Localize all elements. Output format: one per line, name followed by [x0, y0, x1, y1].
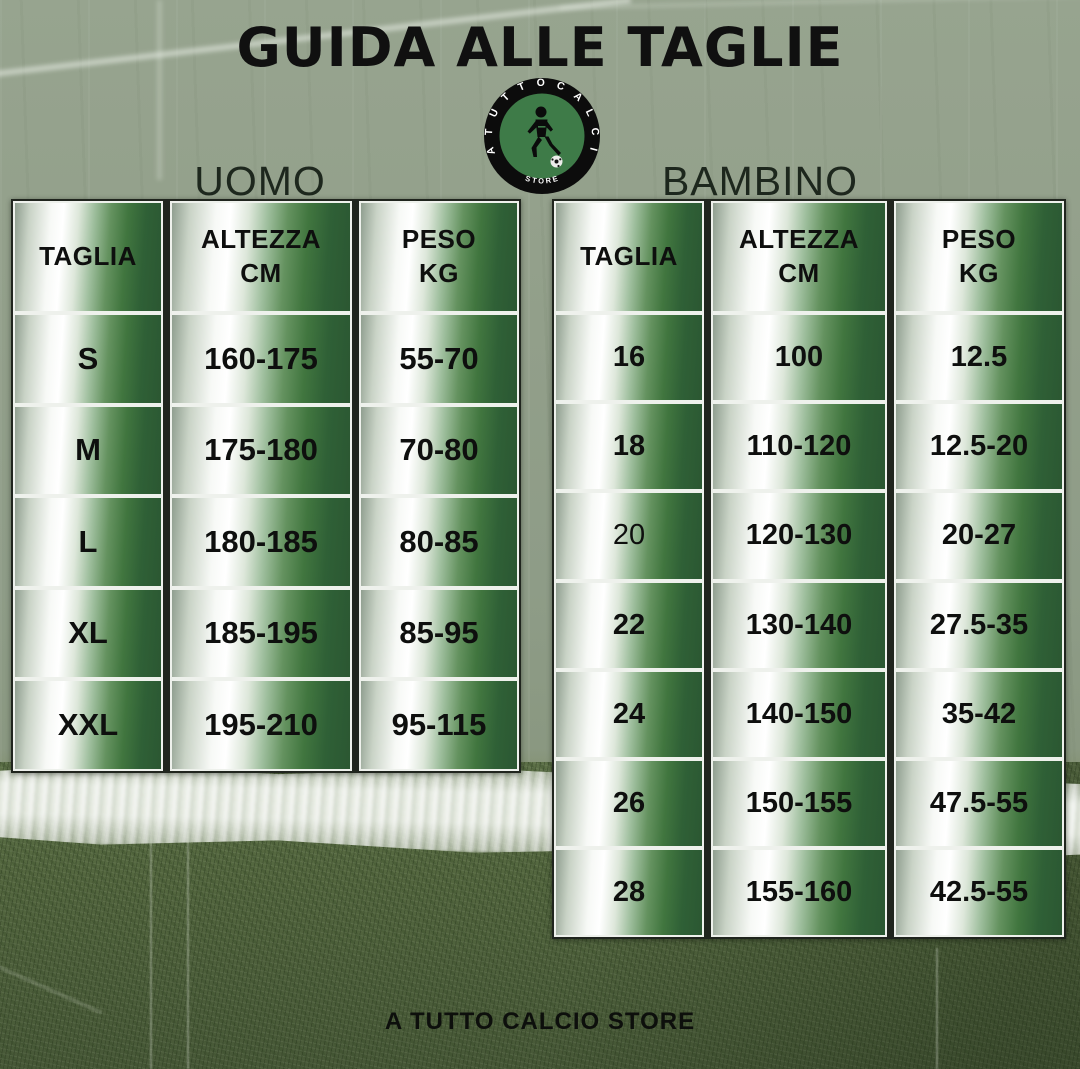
- header-cell: PESO KG: [894, 201, 1064, 313]
- section-label-bambino: BAMBINO: [661, 158, 859, 204]
- size-cell: 110-120: [711, 402, 887, 492]
- size-cell: 20: [554, 491, 704, 581]
- size-cell: 35-42: [894, 669, 1064, 759]
- size-cell: 26: [554, 758, 704, 849]
- size-table-uomo: TAGLIA S M L XL XXL ALTEZZA CM 160-175 175-180 180…: [11, 199, 521, 773]
- size-table-bambino: TAGLIA 16 18 20 22 24 26 28 ALTEZZA CM 100 110-120 1…: [552, 199, 1066, 940]
- size-cell: 22: [554, 580, 704, 670]
- size-cell: 12.5-20: [894, 402, 1064, 492]
- header-line: ALTEZZA: [201, 224, 321, 255]
- field-streak-vertical: [157, 0, 162, 180]
- size-cell: 18: [554, 402, 704, 492]
- size-cell: 195-210: [170, 679, 352, 771]
- size-cell: 180-185: [170, 496, 352, 588]
- header-line: KG: [959, 258, 999, 288]
- size-cell: 150-155: [711, 758, 887, 849]
- logo-store-text: STORE: [524, 174, 559, 186]
- table-column: TAGLIA S M L XL XXL: [13, 201, 163, 771]
- size-cell: 55-70: [359, 313, 519, 405]
- size-cell: 85-95: [359, 587, 519, 679]
- size-cell: XL: [13, 587, 163, 679]
- section-label-uomo: UOMO: [194, 158, 326, 204]
- header-line: KG: [419, 258, 459, 288]
- size-cell: 120-130: [711, 491, 887, 581]
- size-cell: 95-115: [359, 679, 519, 771]
- header-line: TAGLIA: [580, 241, 678, 272]
- page-title: GUIDA ALLE TAGLIE: [236, 16, 844, 79]
- soccer-player-icon: [527, 106, 561, 157]
- size-cell: XXL: [13, 679, 163, 771]
- soccer-ball-icon: [550, 155, 563, 168]
- size-cell: M: [13, 404, 163, 496]
- size-cell: 47.5-55: [894, 758, 1064, 849]
- header-line: TAGLIA: [39, 241, 137, 272]
- size-cell: 140-150: [711, 669, 887, 759]
- size-cell: 160-175: [170, 313, 352, 405]
- size-cell: 24: [554, 669, 704, 759]
- table-column: TAGLIA 16 18 20 22 24 26 28: [554, 201, 704, 938]
- size-cell: 16: [554, 313, 704, 403]
- size-cell: 27.5-35: [894, 580, 1064, 670]
- header-cell: ALTEZZA CM: [711, 201, 887, 313]
- size-cell: L: [13, 496, 163, 588]
- header-cell: ALTEZZA CM: [170, 201, 352, 313]
- table-column: PESO KG 55-70 70-80 80-85 85-95 95-115: [359, 201, 519, 771]
- header-cell: TAGLIA: [13, 201, 163, 313]
- header-line: ALTEZZA: [739, 224, 859, 255]
- header-cell: PESO KG: [359, 201, 519, 313]
- size-cell: 28: [554, 848, 704, 938]
- header-line: CM: [778, 258, 820, 288]
- header-line: CM: [240, 258, 282, 288]
- size-cell: 42.5-55: [894, 848, 1064, 938]
- size-cell: 155-160: [711, 848, 887, 938]
- size-cell: 100: [711, 313, 887, 403]
- size-cell: 80-85: [359, 496, 519, 588]
- size-cell: 20-27: [894, 491, 1064, 581]
- size-cell: 185-195: [170, 587, 352, 679]
- size-cell: 12.5: [894, 313, 1064, 403]
- size-cell: 130-140: [711, 580, 887, 670]
- table-column: PESO KG 12.5 12.5-20 20-27 27.5-35 35-42 47.5-5…: [894, 201, 1064, 938]
- header-cell: TAGLIA: [554, 201, 704, 313]
- size-cell: 175-180: [170, 404, 352, 496]
- header-line: PESO: [401, 224, 477, 255]
- footer-text: A TUTTO CALCIO STORE: [384, 1008, 696, 1035]
- size-cell: S: [13, 313, 163, 405]
- header-line: PESO: [941, 224, 1017, 255]
- size-cell: 70-80: [359, 404, 519, 496]
- table-column: ALTEZZA CM 160-175 175-180 180-185 185-195 195…: [170, 201, 352, 771]
- svg-text:STORE: STORE: [524, 174, 559, 186]
- table-column: ALTEZZA CM 100 110-120 120-130 130-140 140-150…: [711, 201, 887, 938]
- grass-scratch-line: [187, 830, 189, 1069]
- grass-scratch-line: [936, 948, 938, 1069]
- grass-scratch-line: [150, 790, 152, 1069]
